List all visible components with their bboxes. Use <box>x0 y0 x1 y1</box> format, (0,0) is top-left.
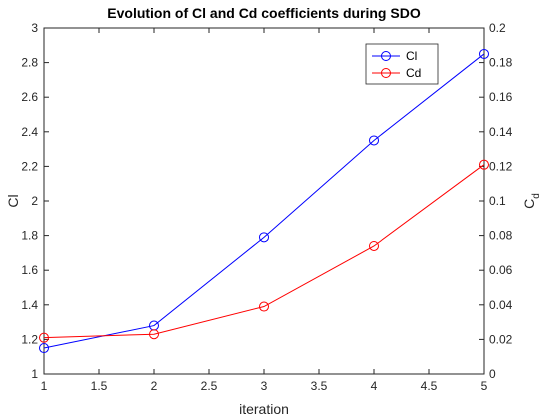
y-left-tick-label: 1.6 <box>21 263 38 277</box>
y-left-tick-label: 2.2 <box>21 159 38 173</box>
y-left-tick-label: 2.4 <box>21 125 38 139</box>
data-point-cd <box>479 159 489 170</box>
legend-box <box>365 43 439 85</box>
y-right-tick-label: 0.04 <box>489 298 513 312</box>
y-left-tick-label: 2.6 <box>21 90 38 104</box>
y-axis-right-label: Cd <box>521 193 542 209</box>
x-tick-label: 3.5 <box>311 379 328 393</box>
y-left-tick-label: 1.4 <box>21 298 38 312</box>
y-axis-right-label-main: C <box>521 199 537 209</box>
chart-title: Evolution of Cl and Cd coefficients duri… <box>107 5 421 21</box>
y-left-tick-label: 3 <box>31 21 38 35</box>
x-tick-label: 5 <box>481 379 488 393</box>
legend-label-cd: Cd <box>406 66 421 80</box>
data-point-cd <box>149 329 159 340</box>
series-layer <box>39 48 489 354</box>
x-axis-label: iteration <box>239 401 289 417</box>
y-right-tick-label: 0.14 <box>489 125 513 139</box>
plot-area <box>43 27 485 375</box>
data-point-cl <box>259 232 269 243</box>
y-left-tick-label: 1.2 <box>21 332 38 346</box>
data-point-cd <box>39 332 49 343</box>
x-tick-label: 3 <box>261 379 268 393</box>
y-left-tick-label: 1.8 <box>21 229 38 243</box>
x-tick-label: 1.5 <box>91 379 108 393</box>
y-axis-right-label-sub: d <box>531 193 542 199</box>
legend-label-cl: Cl <box>406 49 417 63</box>
x-tick-label: 1 <box>41 379 48 393</box>
data-point-cl <box>479 48 489 59</box>
y-right-tick-label: 0.18 <box>489 56 513 70</box>
y-left-tick-label: 2 <box>31 194 38 208</box>
x-tick-label: 2 <box>151 379 158 393</box>
series-line-cd <box>43 164 485 339</box>
y-right-tick-label: 0.2 <box>489 21 506 35</box>
data-point-cd <box>259 301 269 312</box>
y-right-tick-label: 0.1 <box>489 194 506 208</box>
ticks-layer: 1 1.5 2 2.5 3 3.5 4 4.5 5 1 1.2 1.4 1.6 1.8 2 2.2 2.4 2.6… <box>21 21 512 393</box>
y-right-tick-label: 0.06 <box>489 263 513 277</box>
y-right-tick-label: 0.08 <box>489 229 513 243</box>
y-right-tick-label: 0 <box>489 367 496 381</box>
x-tick-label: 4.5 <box>421 379 438 393</box>
data-point-cd <box>369 240 379 251</box>
data-point-cl <box>369 135 379 146</box>
y-axis-left-label: Cl <box>5 194 21 207</box>
data-point-cl <box>39 343 49 354</box>
y-left-tick-label: 2.8 <box>21 56 38 70</box>
y-right-tick-label: 0.16 <box>489 90 513 104</box>
x-tick-label: 2.5 <box>201 379 218 393</box>
legend-marker-cl <box>381 51 391 61</box>
y-left-tick-label: 1 <box>31 367 38 381</box>
y-right-tick-label: 0.12 <box>489 159 513 173</box>
legend-marker-cd <box>381 68 391 78</box>
legend: Cl Cd <box>365 43 439 85</box>
x-tick-label: 4 <box>371 379 378 393</box>
series-line-cl <box>43 53 485 349</box>
y-right-tick-label: 0.02 <box>489 332 513 346</box>
